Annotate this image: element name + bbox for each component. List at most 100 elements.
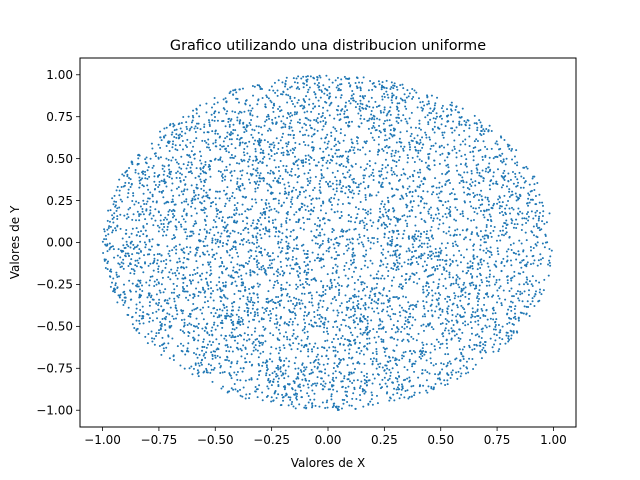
scatter-point	[224, 285, 227, 288]
scatter-point	[132, 243, 135, 246]
scatter-point	[189, 313, 192, 316]
scatter-point	[332, 325, 335, 328]
scatter-point	[460, 180, 463, 182]
scatter-point	[221, 244, 224, 247]
scatter-point	[441, 258, 444, 261]
scatter-point	[406, 389, 409, 392]
scatter-point	[472, 254, 475, 257]
scatter-point	[397, 383, 400, 386]
scatter-point	[296, 393, 299, 396]
scatter-point	[439, 314, 442, 316]
scatter-point	[390, 187, 393, 190]
scatter-point	[476, 268, 479, 271]
scatter-point	[271, 298, 274, 301]
scatter-point	[220, 314, 223, 317]
scatter-point	[434, 142, 437, 145]
scatter-point	[214, 220, 217, 223]
scatter-point	[202, 340, 205, 343]
scatter-point	[167, 302, 170, 305]
scatter-point	[292, 229, 295, 232]
scatter-point	[411, 97, 414, 100]
scatter-point	[212, 323, 215, 326]
scatter-point	[359, 86, 362, 89]
scatter-point	[325, 249, 328, 252]
scatter-point	[314, 175, 317, 178]
scatter-point	[488, 156, 491, 159]
scatter-point	[169, 220, 172, 223]
scatter-point	[444, 173, 447, 176]
scatter-point	[439, 293, 442, 296]
scatter-point	[335, 236, 338, 239]
scatter-point	[335, 183, 338, 186]
scatter-point	[248, 140, 251, 143]
scatter-point	[230, 118, 233, 121]
scatter-point	[460, 351, 463, 354]
scatter-point	[327, 218, 330, 221]
scatter-point	[373, 336, 376, 339]
scatter-point	[403, 229, 406, 232]
scatter-point	[343, 75, 346, 78]
scatter-point	[418, 239, 421, 242]
scatter-point	[430, 309, 433, 312]
scatter-point	[521, 292, 524, 295]
scatter-point	[175, 176, 178, 179]
scatter-point	[250, 254, 253, 257]
scatter-point	[372, 221, 375, 224]
scatter-point	[144, 243, 147, 246]
scatter-point	[340, 94, 343, 97]
scatter-point	[227, 390, 230, 393]
scatter-point	[326, 362, 329, 365]
scatter-point	[110, 245, 113, 248]
scatter-point	[318, 105, 321, 108]
scatter-point	[466, 217, 469, 220]
scatter-point	[285, 257, 288, 260]
scatter-point	[521, 300, 524, 303]
scatter-point	[418, 277, 421, 280]
scatter-point	[373, 377, 376, 380]
scatter-point	[303, 82, 306, 85]
scatter-point	[437, 251, 440, 254]
scatter-point	[151, 298, 154, 301]
scatter-point	[295, 188, 298, 191]
scatter-point	[427, 123, 430, 126]
scatter-point	[176, 261, 179, 264]
scatter-point	[344, 324, 347, 327]
scatter-point	[295, 257, 298, 260]
scatter-point	[398, 102, 401, 105]
scatter-point	[182, 281, 185, 284]
scatter-point	[373, 287, 376, 290]
scatter-point	[422, 343, 425, 346]
scatter-point	[494, 142, 497, 145]
scatter-point	[251, 163, 254, 166]
scatter-point	[431, 289, 434, 292]
scatter-point	[312, 209, 315, 212]
scatter-point	[440, 144, 443, 147]
scatter-point	[214, 139, 217, 142]
scatter-point	[221, 371, 224, 374]
scatter-point	[207, 146, 210, 149]
scatter-point	[368, 296, 371, 299]
scatter-point	[385, 138, 388, 141]
scatter-point	[394, 263, 397, 266]
scatter-point	[523, 181, 526, 184]
scatter-point	[341, 386, 344, 389]
scatter-point	[514, 175, 517, 178]
scatter-point	[362, 208, 365, 211]
scatter-point	[481, 155, 484, 158]
scatter-point	[236, 378, 239, 381]
scatter-point	[123, 301, 126, 304]
scatter-point	[357, 112, 360, 115]
scatter-point	[493, 225, 496, 228]
scatter-point	[235, 373, 238, 376]
scatter-point	[317, 81, 320, 84]
scatter-point	[351, 196, 354, 199]
scatter-point	[383, 96, 386, 99]
scatter-point	[330, 101, 333, 104]
scatter-point	[175, 228, 178, 231]
scatter-point	[303, 252, 306, 255]
scatter-point	[421, 109, 424, 112]
scatter-point	[254, 190, 257, 193]
scatter-point	[108, 225, 111, 228]
scatter-point	[350, 216, 353, 219]
scatter-point	[382, 340, 385, 343]
